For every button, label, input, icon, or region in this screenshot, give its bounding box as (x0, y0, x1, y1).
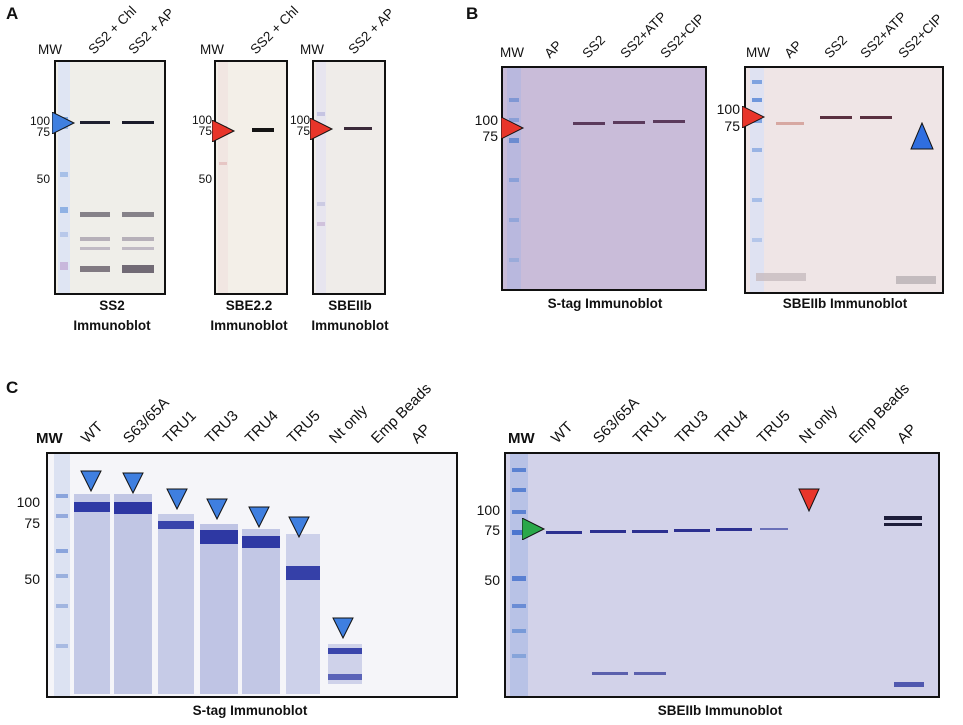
c2-tick-100: 100 (476, 502, 500, 518)
c1-arrow-nt-icon (332, 617, 354, 639)
c2-mw-label: MW (508, 430, 535, 447)
b2-tick-100: 100 (716, 101, 740, 117)
c1-lane-1: WT (77, 418, 107, 447)
a3-lane-1: SS2 + AP (345, 5, 398, 58)
c1-lane-6: TRU5 (283, 407, 324, 447)
c1-lane-5: TRU4 (241, 407, 282, 447)
a2-caption-1: SBE2.2 (225, 298, 273, 313)
b2-mw-label: MW (746, 45, 770, 60)
c1-mw-label: MW (36, 430, 63, 447)
a1-tick-50: 50 (36, 172, 50, 186)
b1-lane-1: AP (541, 37, 565, 61)
c1-arrow-tru5-icon (288, 516, 310, 538)
panel-c-letter: C (6, 378, 19, 397)
c1-lane-9: AP (407, 420, 435, 447)
c2-caption: SBEIIb Immunoblot (657, 703, 783, 718)
c2-blot (504, 452, 940, 698)
b1-mw-label: MW (500, 45, 524, 60)
c1-tick-50: 50 (24, 571, 40, 587)
b2-blue-arrow-icon (910, 122, 934, 150)
a2-blot (214, 60, 288, 295)
b1-blot (501, 66, 707, 291)
a1-caption-1: SS2 (99, 298, 125, 313)
a3-caption-2: Immunoblot (311, 318, 389, 333)
c1-lane-4: TRU3 (201, 407, 242, 447)
c1-tick-75: 75 (24, 515, 40, 531)
panel-a-letter: A (6, 4, 19, 23)
panel-b-letter: B (466, 4, 479, 23)
c2-lane-7: Nt only (795, 401, 842, 447)
a2-tick-75: 75 (198, 124, 212, 138)
a1-blue-arrow-icon (52, 112, 76, 134)
a2-mw-label: MW (200, 42, 224, 57)
a2-tick-100: 100 (191, 113, 212, 127)
a2-caption-2: Immunoblot (210, 318, 288, 333)
c2-lane-4: TRU3 (671, 407, 712, 447)
c2-tick-50: 50 (484, 572, 500, 588)
b2-lane-1: AP (781, 37, 805, 61)
b1-red-arrow-icon (501, 117, 525, 139)
b1-caption: S-tag Immunoblot (547, 296, 663, 311)
c1-lane-3: TRU1 (159, 407, 200, 447)
b2-tick-75: 75 (724, 118, 740, 134)
a2-lane-1: SS2 + Chl (247, 3, 302, 57)
c2-lane-3: TRU1 (629, 407, 670, 447)
a1-mw-label: MW (38, 42, 62, 57)
a3-red-arrow-icon (310, 118, 334, 140)
a1-blot (54, 60, 166, 295)
a3-blot (312, 60, 386, 295)
c2-lane-5: TRU4 (711, 407, 752, 447)
b2-blot (744, 66, 944, 294)
c1-lane-7: Nt only (325, 401, 372, 447)
a3-tick-75: 75 (296, 124, 310, 138)
a1-caption-2: Immunoblot (73, 318, 151, 333)
c2-lane-9: AP (893, 420, 921, 447)
b2-caption: SBEIIb Immunoblot (782, 296, 908, 311)
a3-caption-1: SBEIIb (328, 298, 372, 313)
b1-tick-75: 75 (482, 128, 498, 144)
c2-green-arrow-icon (522, 518, 546, 540)
b1-lane-2: SS2 (579, 32, 609, 61)
c1-arrow-s63-icon (122, 472, 144, 494)
c1-tick-100: 100 (16, 494, 40, 510)
c1-arrow-tru3-icon (206, 498, 228, 520)
c1-arrow-tru4-icon (248, 506, 270, 528)
c2-lane-1: WT (547, 418, 577, 447)
c2-lane-6: TRU5 (753, 407, 794, 447)
c1-blot (46, 452, 458, 698)
a2-tick-50: 50 (198, 172, 212, 186)
c1-arrow-wt-icon (80, 470, 102, 492)
a1-tick-75: 75 (36, 125, 50, 139)
a2-red-arrow-icon (212, 120, 236, 142)
b1-tick-100: 100 (474, 112, 498, 128)
a1-tick-100: 100 (29, 114, 50, 128)
c1-caption: S-tag Immunoblot (192, 703, 308, 718)
c2-red-arrow-icon (798, 488, 820, 512)
c1-arrow-tru1-icon (166, 488, 188, 510)
a3-mw-label: MW (300, 42, 324, 57)
a3-tick-100: 100 (289, 113, 310, 127)
b2-lane-2: SS2 (821, 32, 851, 61)
c2-tick-75: 75 (484, 522, 500, 538)
b2-red-arrow-icon (742, 106, 766, 128)
